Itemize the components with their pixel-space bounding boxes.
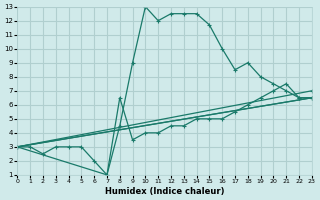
X-axis label: Humidex (Indice chaleur): Humidex (Indice chaleur) bbox=[105, 187, 224, 196]
